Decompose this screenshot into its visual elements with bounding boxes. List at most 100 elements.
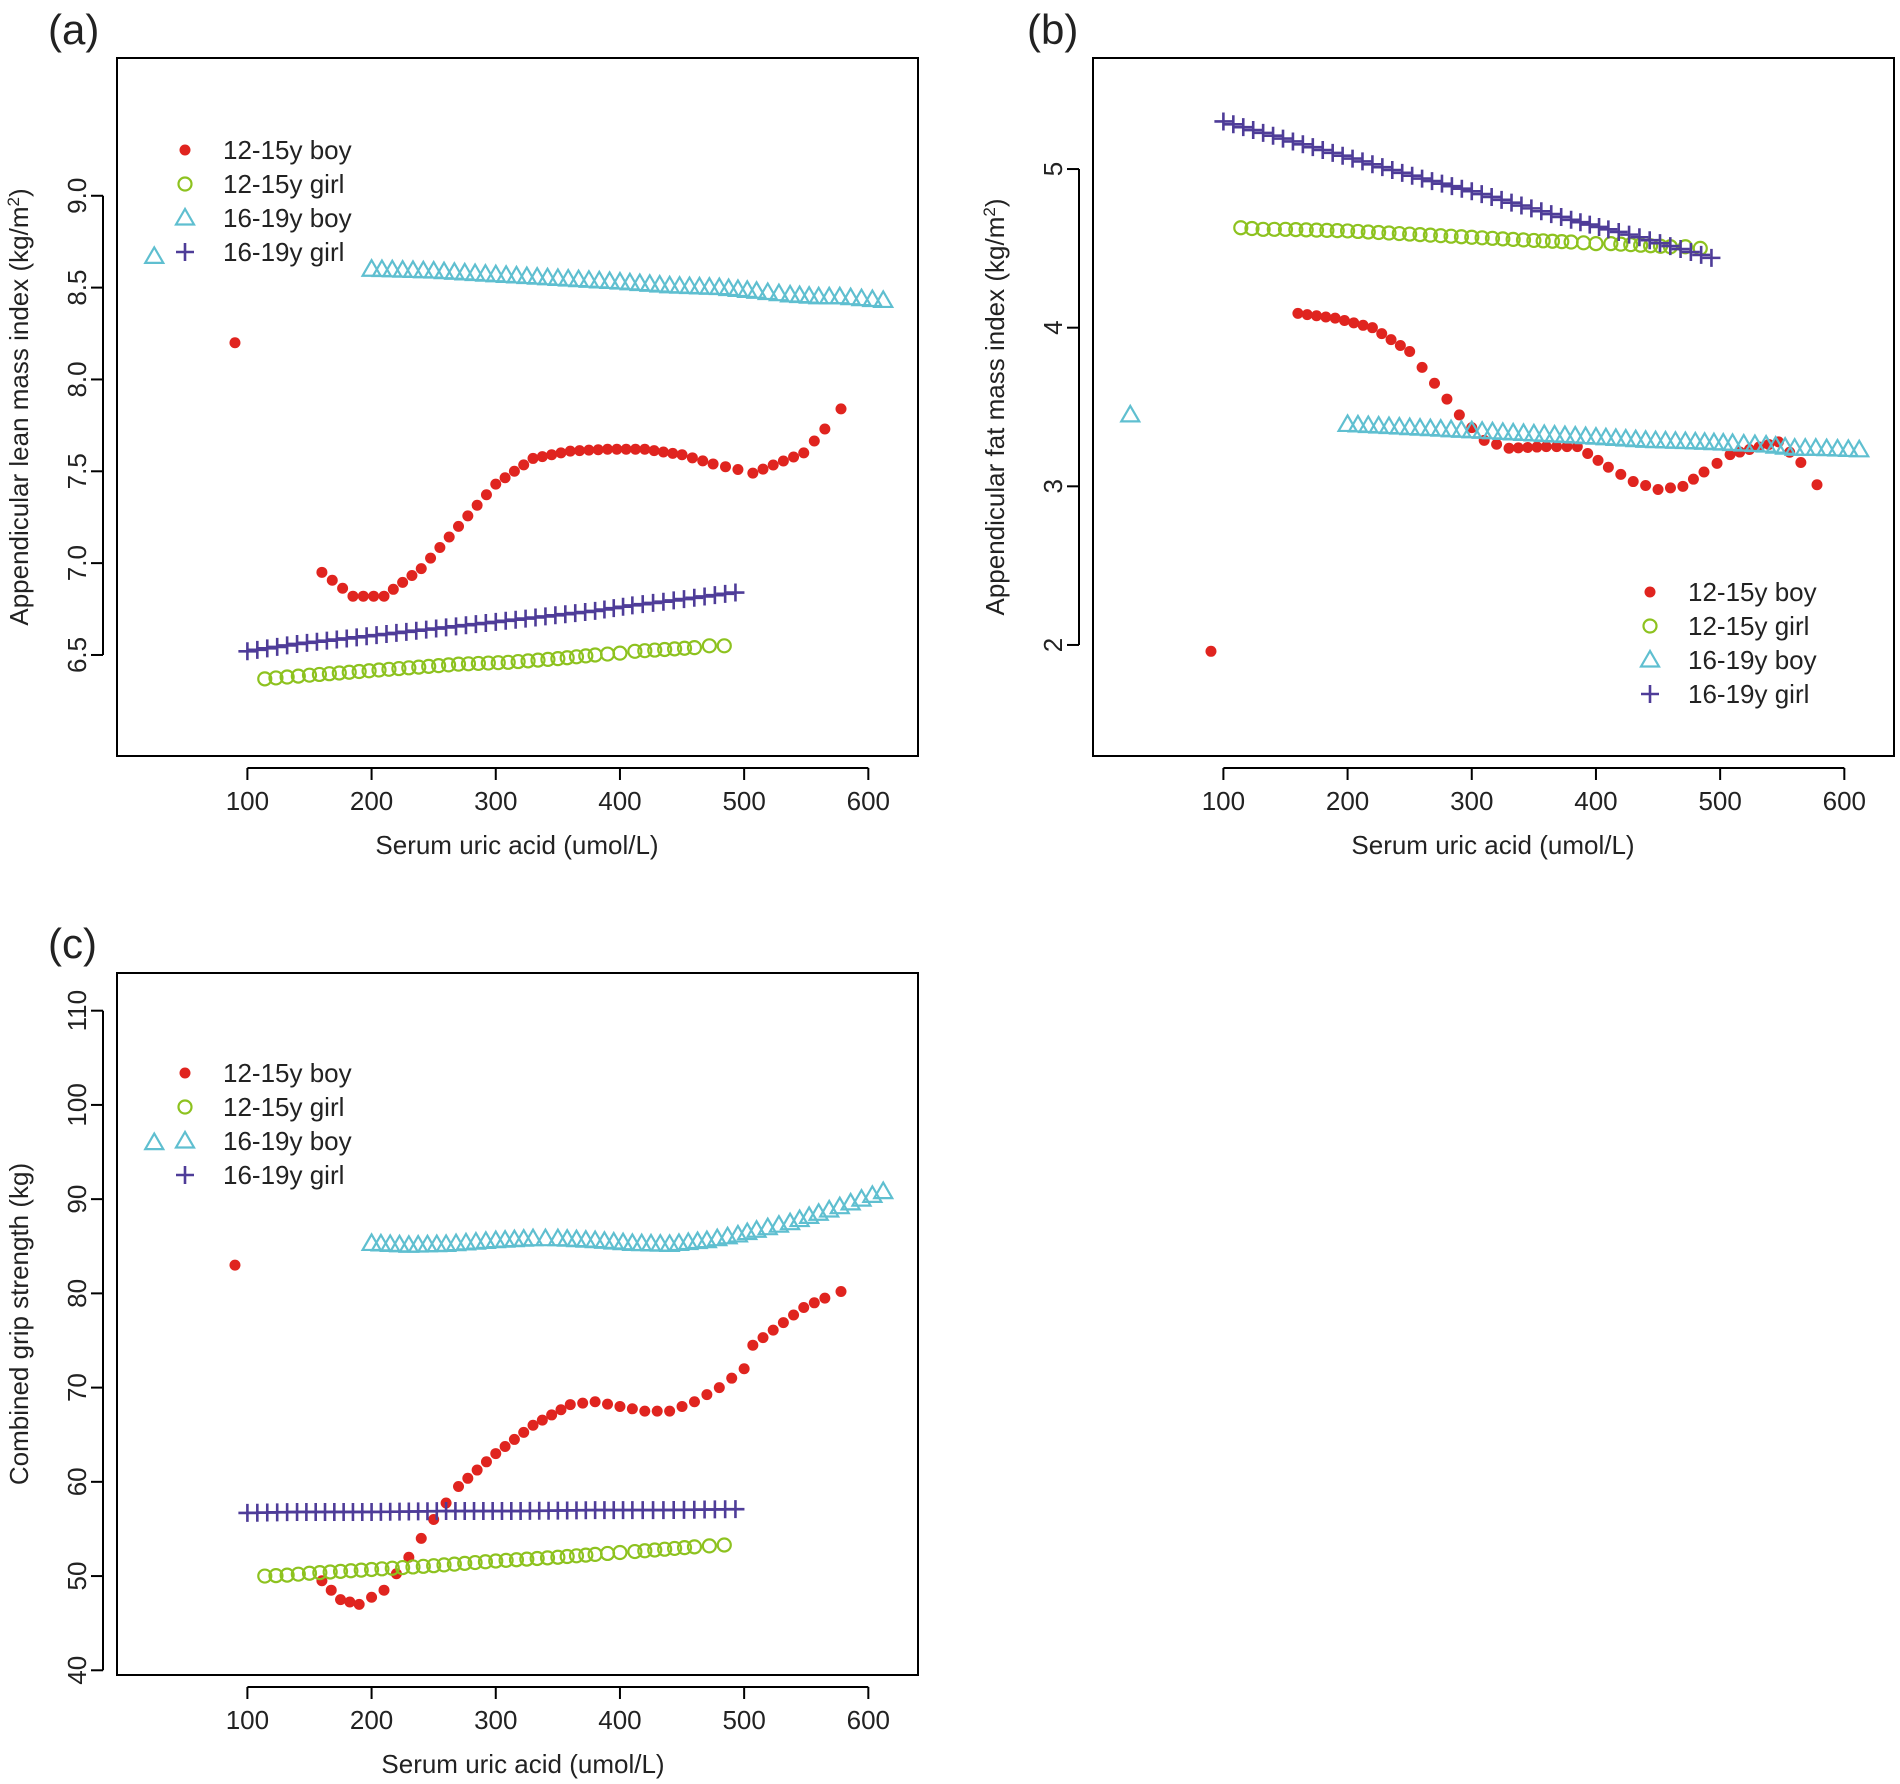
girl16-point <box>327 630 346 649</box>
girl12-point <box>612 1544 628 1561</box>
boy16-point <box>588 269 611 289</box>
boy16-point <box>716 1225 739 1245</box>
boy12-point <box>337 582 349 594</box>
girl16-point <box>427 619 446 638</box>
boy16-point <box>371 258 393 278</box>
boy16-point <box>872 1180 895 1200</box>
legend-marker <box>1644 586 1656 598</box>
girl12-point <box>1443 228 1459 244</box>
boy12-point <box>397 576 409 588</box>
legend-symbol <box>177 176 193 192</box>
boy12-point <box>1512 442 1524 454</box>
girl12-point <box>353 1562 369 1578</box>
boy12-point <box>1711 457 1723 469</box>
boy12-point <box>738 1363 750 1375</box>
boy12-point <box>1292 307 1304 319</box>
girl12-point <box>1288 221 1304 238</box>
girl12-point <box>1360 224 1376 240</box>
boy12-point <box>316 566 328 578</box>
boy16-point <box>536 266 559 286</box>
boy16-point <box>736 1221 759 1241</box>
girl12-point <box>657 1541 673 1557</box>
y-tick-label: 9.0 <box>62 178 92 214</box>
girl12-point <box>498 1552 514 1568</box>
girl12-point <box>490 655 506 671</box>
y-tick-label: 2 <box>1038 638 1068 652</box>
boy12-point <box>536 1414 548 1426</box>
girl16-point <box>238 642 257 661</box>
boy12-point <box>583 444 595 456</box>
boy16-point <box>1481 420 1504 440</box>
x-tick-label: 100 <box>226 786 269 816</box>
y-axis-label: Appendicular lean mass index (kg/m2) <box>4 188 34 625</box>
boy16-point <box>1804 437 1827 456</box>
boy16-point <box>1119 403 1142 423</box>
boy12-point <box>757 463 769 475</box>
girl16-point <box>427 1502 446 1521</box>
boy16-point <box>515 265 538 285</box>
boy16-point <box>574 1228 597 1248</box>
girl16-point <box>1423 172 1442 191</box>
girl12-point <box>290 668 306 684</box>
boy12-point <box>357 590 369 602</box>
legend: 12-15y boy 12-15y girl 16-19y boy 16-19y… <box>174 135 352 267</box>
girl16-point <box>1472 185 1491 204</box>
panel-label: (a) <box>48 6 99 53</box>
girl16-point <box>1432 174 1451 193</box>
legend-symbol <box>174 206 196 226</box>
y-tick-label: 60 <box>62 1467 92 1496</box>
data-points <box>143 1131 895 1610</box>
girl12-point <box>1329 223 1345 239</box>
girl12-point <box>1298 222 1314 238</box>
girl12-point <box>395 1559 411 1576</box>
boy16-point <box>1357 414 1380 434</box>
y-axis-label-end: ) <box>980 199 1010 208</box>
y-axis-label: Appendicular fat mass index (kg/m2) <box>980 199 1010 616</box>
boy16-point <box>402 259 424 279</box>
girl12-point <box>279 669 295 685</box>
boy12-point <box>639 1405 651 1417</box>
girl16-point <box>278 636 297 655</box>
boy12-point <box>657 446 669 458</box>
boy12-point <box>499 472 511 484</box>
boy12-point <box>335 1594 347 1606</box>
x-tick-label: 400 <box>598 1705 641 1735</box>
boy16-point <box>767 282 790 302</box>
boy16-point <box>1574 425 1597 445</box>
girl12-point <box>647 1542 663 1558</box>
y-axis-label-main: Combined grip strength (kg) <box>4 1163 34 1485</box>
girl12-point <box>1544 233 1561 249</box>
data-points <box>1119 112 1871 657</box>
girl16-point <box>1214 112 1233 131</box>
girl12-point <box>431 658 447 674</box>
boy16-point <box>1419 417 1442 437</box>
girl16-point <box>502 1502 521 1521</box>
x-tick-label: 400 <box>598 786 641 816</box>
boy16-point <box>1837 438 1860 458</box>
boy16-point <box>818 285 841 305</box>
x-tick-label: 600 <box>847 786 890 816</box>
girl12-point <box>550 1549 566 1565</box>
legend-label: 16-19y boy <box>1688 645 1817 675</box>
girl12-point <box>540 651 556 667</box>
boy16-point <box>464 262 486 282</box>
legend-symbol <box>176 243 194 261</box>
girl16-point <box>1303 138 1322 157</box>
legend: 12-15y boy 12-15y girl 16-19y boy 16-19y… <box>174 1058 352 1190</box>
boy12-point <box>1385 334 1397 346</box>
boy12-point <box>462 1472 474 1484</box>
girl12-point <box>599 1545 616 1562</box>
girl16-point <box>1373 158 1392 177</box>
legend-symbol <box>176 1166 194 1184</box>
girl16-point <box>1590 217 1609 236</box>
panel-c: (c) 100 200 300 400 500 600 40 50 60 70 80 90 100 11… <box>4 920 919 1779</box>
boy12-point <box>1357 319 1369 331</box>
boy16-point <box>1848 438 1871 458</box>
boy12-point <box>518 459 530 471</box>
boy12-point <box>747 467 759 479</box>
boy16-point <box>1732 432 1755 452</box>
boy16-point <box>1614 427 1637 447</box>
boy12-point <box>1677 480 1689 492</box>
girl12-point <box>446 1556 462 1572</box>
